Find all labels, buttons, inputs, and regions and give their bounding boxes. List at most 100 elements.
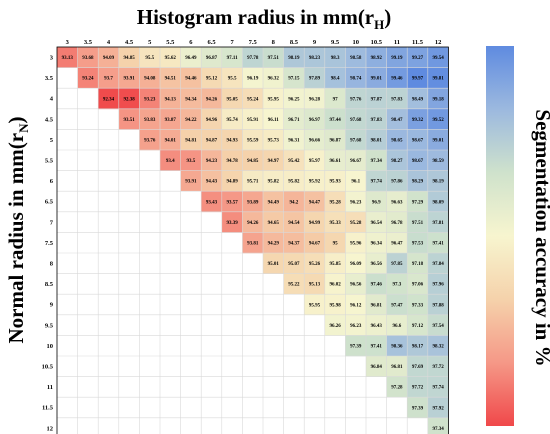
cell-value-label: 95.28 xyxy=(350,221,362,226)
cell-value-label: 95.96 xyxy=(350,242,362,247)
cell-value-label: 94.93 xyxy=(226,139,238,144)
heatmap-cell xyxy=(180,67,202,89)
heatmap-cell xyxy=(386,47,408,68)
heatmap-cell xyxy=(77,67,99,89)
cell-value-label: 94.96 xyxy=(206,118,218,123)
cell-value-label: 98.4 xyxy=(331,77,340,82)
heatmap-cell xyxy=(386,129,408,151)
heatmap-cell xyxy=(386,376,408,398)
heatmap-cell xyxy=(242,47,264,68)
heatmap-cell xyxy=(427,273,449,295)
heatmap-cell xyxy=(324,129,346,151)
cell-value-label: 94.13 xyxy=(165,97,177,102)
cell-value-label: 97.69 xyxy=(412,365,424,370)
cell-value-label: 93.68 xyxy=(82,56,94,61)
x-tick-label: 6 xyxy=(189,39,193,46)
heatmap-cell xyxy=(345,191,367,213)
heatmap-cell xyxy=(242,170,264,192)
heatmap-cell xyxy=(366,356,387,377)
cell-value-label: 97.72 xyxy=(412,386,424,391)
heatmap-cell xyxy=(283,129,305,151)
x-tick-label: 11.5 xyxy=(412,39,424,46)
heatmap-cell xyxy=(345,88,367,110)
cell-value-label: 96.81 xyxy=(391,365,403,370)
heatmap-cell xyxy=(221,67,243,89)
cell-value-label: 96.67 xyxy=(350,159,362,164)
cell-value-label: 94.47 xyxy=(309,200,321,205)
heatmap-cell xyxy=(427,356,449,377)
cell-value-label: 94.99 xyxy=(309,221,321,226)
heatmap-cell xyxy=(283,150,305,171)
cell-value-label: 96.87 xyxy=(206,56,218,61)
heatmap-cell xyxy=(263,232,284,254)
cell-value-label: 93.4 xyxy=(166,159,175,164)
heatmap-cell xyxy=(139,108,161,130)
cell-value-label: 94.46 xyxy=(185,77,197,82)
heatmap-cell xyxy=(242,232,264,254)
heatmap-cell xyxy=(242,211,264,233)
colorbar xyxy=(486,46,514,426)
cell-value-label: 93.89 xyxy=(247,200,259,205)
y-tick-label: 10 xyxy=(47,343,54,350)
cell-value-label: 94.89 xyxy=(226,180,238,185)
cell-value-label: 95.05 xyxy=(226,97,238,102)
heatmap-cell xyxy=(139,47,161,68)
cell-value-label: 95.71 xyxy=(247,180,259,185)
heatmap-cell xyxy=(407,376,429,398)
heatmap-cell xyxy=(407,335,429,357)
cell-value-label: 97.33 xyxy=(412,303,424,308)
cell-value-label: 98.3 xyxy=(331,56,340,61)
cell-value-label: 94.78 xyxy=(226,159,238,164)
cell-value-label: 98.32 xyxy=(432,345,444,350)
heatmap-cell xyxy=(118,47,140,68)
cell-value-label: 94.09 xyxy=(103,56,115,61)
heatmap-cell xyxy=(386,191,408,213)
heatmap-cell xyxy=(263,191,284,213)
cell-value-label: 96.81 xyxy=(371,303,383,308)
heatmap-cell xyxy=(180,88,202,110)
heatmap-cell xyxy=(324,108,346,130)
heatmap-cell xyxy=(345,273,367,295)
cell-value-label: 95 xyxy=(333,242,339,247)
heatmap-cell xyxy=(304,170,326,192)
heatmap-cell xyxy=(283,67,305,89)
heatmap-cell xyxy=(221,88,243,110)
cell-value-label: 97.39 xyxy=(350,345,362,350)
heatmap-cell xyxy=(57,47,78,68)
heatmap-cell xyxy=(386,211,408,233)
cell-value-label: 98.74 xyxy=(350,77,362,82)
cell-value-label: 99.32 xyxy=(412,118,424,123)
y-tick-label: 6 xyxy=(50,178,54,185)
y-tick-label: 10.5 xyxy=(42,364,54,371)
cell-value-label: 97.84 xyxy=(432,262,444,267)
cell-value-label: 93.39 xyxy=(226,221,238,226)
heatmap-cell xyxy=(160,129,181,151)
cell-value-label: 93.91 xyxy=(123,77,135,82)
heatmap-cell xyxy=(180,150,202,171)
cell-value-label: 93.51 xyxy=(123,118,135,123)
cell-value-label: 95.92 xyxy=(309,180,321,185)
cell-value-label: 98.65 xyxy=(391,139,403,144)
heatmap-cell xyxy=(345,314,367,336)
cell-value-label: 96.47 xyxy=(391,242,403,247)
y-tick-label: 9 xyxy=(50,302,54,309)
heatmap-cell xyxy=(386,314,408,336)
cell-value-label: 97.81 xyxy=(432,221,444,226)
cell-value-label: 96.54 xyxy=(371,221,383,226)
x-tick-label: 9.5 xyxy=(331,39,340,46)
heatmap-cell xyxy=(160,47,181,68)
y-tick-label: 7 xyxy=(50,219,54,226)
heatmap-cell xyxy=(304,211,326,233)
heatmap-cell xyxy=(139,67,161,89)
x-tick-label: 6.5 xyxy=(207,39,216,46)
heatmap-cell xyxy=(263,88,284,110)
cell-value-label: 98.67 xyxy=(412,159,424,164)
cell-value-label: 95.85 xyxy=(329,262,341,267)
cell-value-label: 99.52 xyxy=(432,118,444,123)
heatmap-cell xyxy=(98,88,120,110)
cell-value-label: 95.24 xyxy=(247,97,259,102)
cell-value-label: 94.85 xyxy=(123,56,135,61)
cell-value-label: 98.23 xyxy=(309,56,321,61)
heatmap-cell xyxy=(366,294,387,316)
cell-value-label: 97.44 xyxy=(329,118,341,123)
